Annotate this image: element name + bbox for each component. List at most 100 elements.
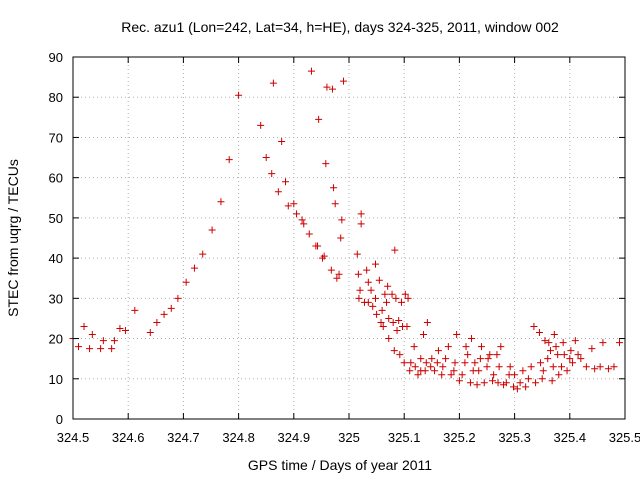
data-point: [225, 156, 233, 164]
data-point: [338, 216, 346, 224]
data-point: [588, 345, 596, 353]
data-point: [333, 274, 341, 282]
data-point: [110, 337, 118, 345]
data-point: [555, 371, 563, 379]
data-point: [489, 377, 497, 385]
data-point: [282, 178, 290, 186]
data-point: [462, 343, 470, 351]
data-point: [423, 318, 431, 326]
data-point: [486, 351, 494, 359]
data-point: [369, 302, 377, 310]
data-point: [599, 339, 607, 347]
data-point: [364, 298, 372, 306]
x-tick-label: 325.4: [554, 430, 587, 445]
data-point: [367, 286, 375, 294]
data-point: [167, 304, 175, 312]
data-point: [549, 363, 557, 371]
data-point: [571, 337, 579, 345]
data-point: [519, 367, 527, 375]
data-point: [544, 355, 552, 363]
data-point: [388, 290, 396, 298]
data-point: [458, 371, 466, 379]
data-point: [322, 160, 330, 168]
data-point: [582, 363, 590, 371]
data-point: [427, 363, 435, 371]
data-point: [560, 351, 568, 359]
x-tick-label: 325.5: [609, 430, 640, 445]
data-point: [420, 331, 428, 339]
data-point: [475, 367, 483, 375]
data-point: [397, 298, 405, 306]
data-point: [391, 246, 399, 254]
data-point: [330, 184, 338, 192]
data-point: [411, 363, 419, 371]
y-tick-label: 90: [49, 50, 63, 65]
data-point: [328, 85, 336, 93]
data-point: [539, 367, 547, 375]
data-point: [379, 322, 387, 330]
data-point: [395, 316, 403, 324]
data-point: [385, 335, 393, 343]
data-point: [355, 294, 363, 302]
data-point: [563, 367, 571, 375]
data-point: [182, 278, 190, 286]
data-point: [477, 343, 485, 351]
data-point: [331, 200, 339, 208]
data-point: [337, 234, 345, 242]
data-point: [268, 170, 276, 178]
data-point: [447, 371, 455, 379]
data-point: [335, 270, 343, 278]
data-point: [552, 343, 560, 351]
data-point: [393, 327, 401, 335]
data-point: [548, 377, 556, 385]
data-point: [577, 355, 585, 363]
data-point: [513, 385, 521, 393]
data-point: [451, 359, 459, 367]
y-tick-label: 60: [49, 171, 63, 186]
data-point: [596, 363, 604, 371]
data-point: [545, 339, 553, 347]
data-point: [373, 310, 381, 318]
y-tick-label: 20: [49, 332, 63, 347]
data-point: [461, 359, 469, 367]
data-point: [401, 290, 409, 298]
x-tick-label: 325: [338, 430, 360, 445]
data-point: [530, 322, 538, 330]
data-point: [269, 79, 277, 87]
data-point: [235, 91, 243, 99]
data-point: [421, 367, 429, 375]
y-tick-label: 70: [49, 130, 63, 145]
data-point: [392, 294, 400, 302]
data-point: [131, 306, 139, 314]
data-point: [375, 276, 383, 284]
data-point: [305, 230, 313, 238]
x-tick-label: 324.6: [112, 430, 145, 445]
data-point: [538, 375, 546, 383]
data-point: [278, 137, 286, 145]
x-tick-label: 325.3: [498, 430, 531, 445]
data-point: [383, 298, 391, 306]
data-point: [532, 379, 540, 387]
x-tick-label: 325.1: [388, 430, 421, 445]
data-point: [615, 339, 623, 347]
data-point: [476, 355, 484, 363]
data-point: [407, 359, 415, 367]
data-point: [484, 355, 492, 363]
data-point: [262, 154, 270, 162]
data-point: [400, 359, 408, 367]
data-point: [511, 371, 519, 379]
grid-lines: [73, 57, 625, 419]
data-point: [434, 347, 442, 355]
x-tick-label: 325.2: [443, 430, 476, 445]
data-point: [438, 371, 446, 379]
data-point: [389, 318, 397, 326]
data-point: [385, 314, 393, 322]
data-point: [468, 335, 476, 343]
data-point: [274, 188, 282, 196]
data-point: [357, 210, 365, 218]
data-point: [257, 121, 265, 129]
y-tick-label: 80: [49, 90, 63, 105]
data-point: [546, 347, 554, 355]
data-point: [199, 250, 207, 258]
